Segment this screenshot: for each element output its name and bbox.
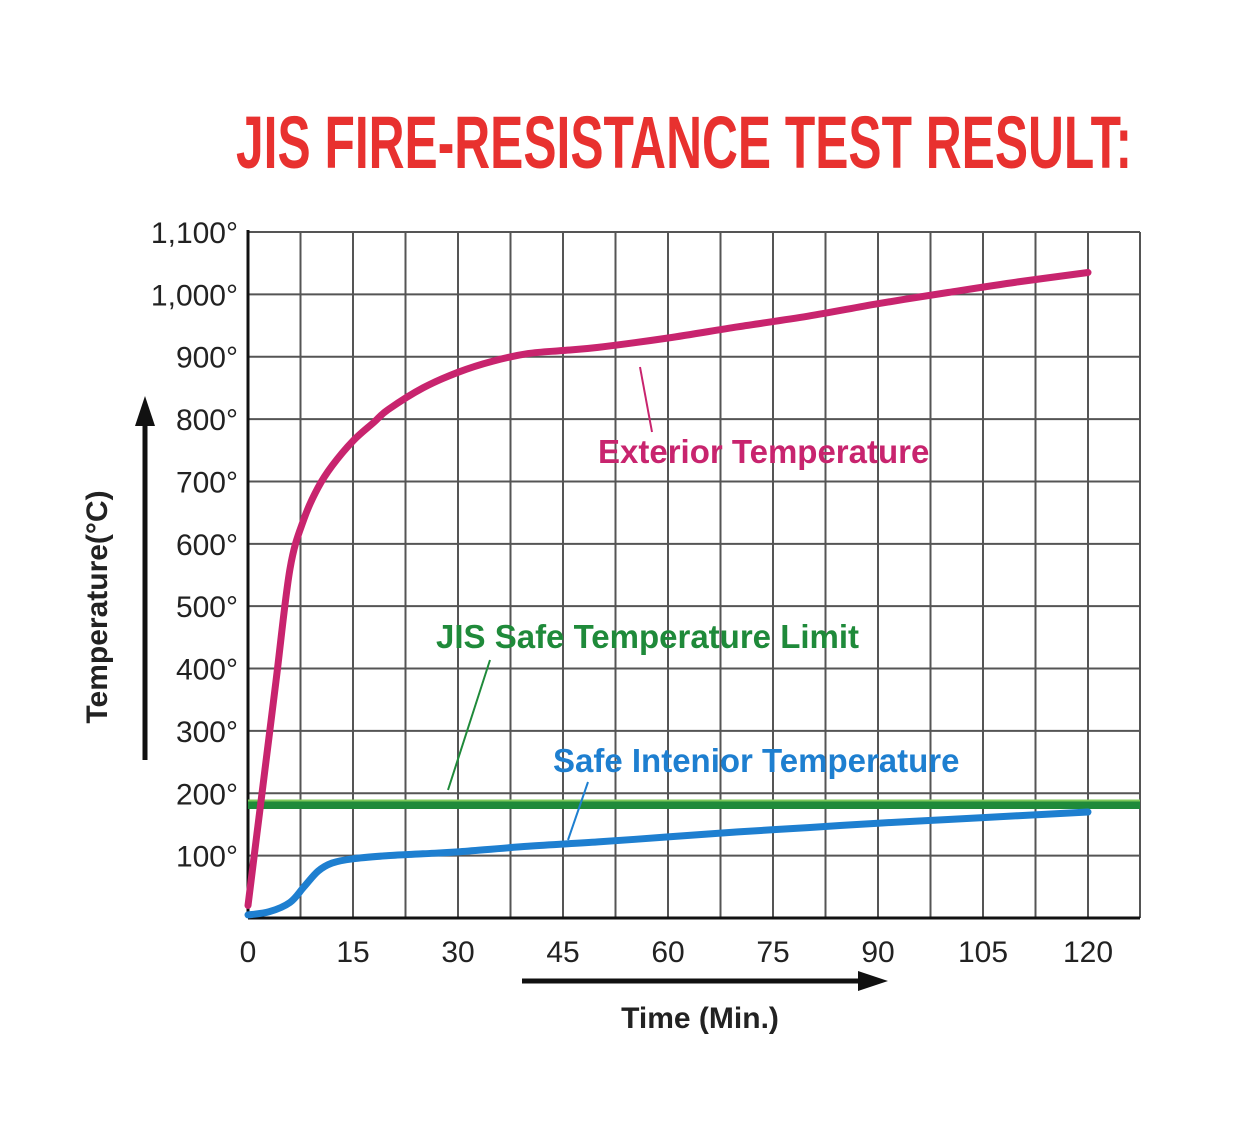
series-line-exterior — [244, 269, 1092, 909]
y-tick-label: 800° — [176, 404, 238, 437]
series-interior-label: Safe Intenior Temperature — [553, 742, 960, 779]
series-jis-safe-limit-leader — [447, 659, 491, 791]
y-tick-label: 200° — [176, 778, 238, 811]
y-tick-label: 1,100° — [151, 217, 238, 250]
x-tick-label: 45 — [546, 936, 579, 969]
series-interior-leader — [567, 781, 589, 841]
x-tick-label: 120 — [1063, 936, 1113, 969]
x-tick-label: 30 — [441, 936, 474, 969]
x-tick-label: 90 — [861, 936, 894, 969]
x-tick-label: 0 — [240, 936, 257, 969]
y-tick-label: 500° — [176, 591, 238, 624]
x-tick-label: 75 — [756, 936, 789, 969]
x-tick-label: 60 — [651, 936, 684, 969]
series-exterior-label: Exterior Temperature — [598, 433, 929, 470]
y-tick-label: 1,000° — [151, 279, 238, 312]
x-tick-label: 15 — [336, 936, 369, 969]
y-tick-label: 400° — [176, 654, 238, 687]
y-tick-label: 700° — [176, 466, 238, 499]
y-axis-label: Temperature(°C) — [81, 490, 114, 723]
y-axis-arrow-head — [135, 396, 155, 426]
chart-title: JIS FIRE-RESISTANCE TEST RESULT: — [236, 101, 1132, 184]
y-tick-label: 600° — [176, 529, 238, 562]
series-line-interior — [244, 808, 1092, 919]
x-tick-label: 105 — [958, 936, 1008, 969]
series-jis-safe-limit-label: JIS Safe Temperature Limit — [436, 618, 859, 655]
y-tick-label: 900° — [176, 342, 238, 375]
y-tick-label: 100° — [176, 841, 238, 874]
x-axis-label: Time (Min.) — [621, 1002, 779, 1035]
x-axis-arrow-head — [858, 971, 888, 991]
series-exterior-leader — [639, 366, 653, 433]
y-tick-label: 300° — [176, 716, 238, 749]
